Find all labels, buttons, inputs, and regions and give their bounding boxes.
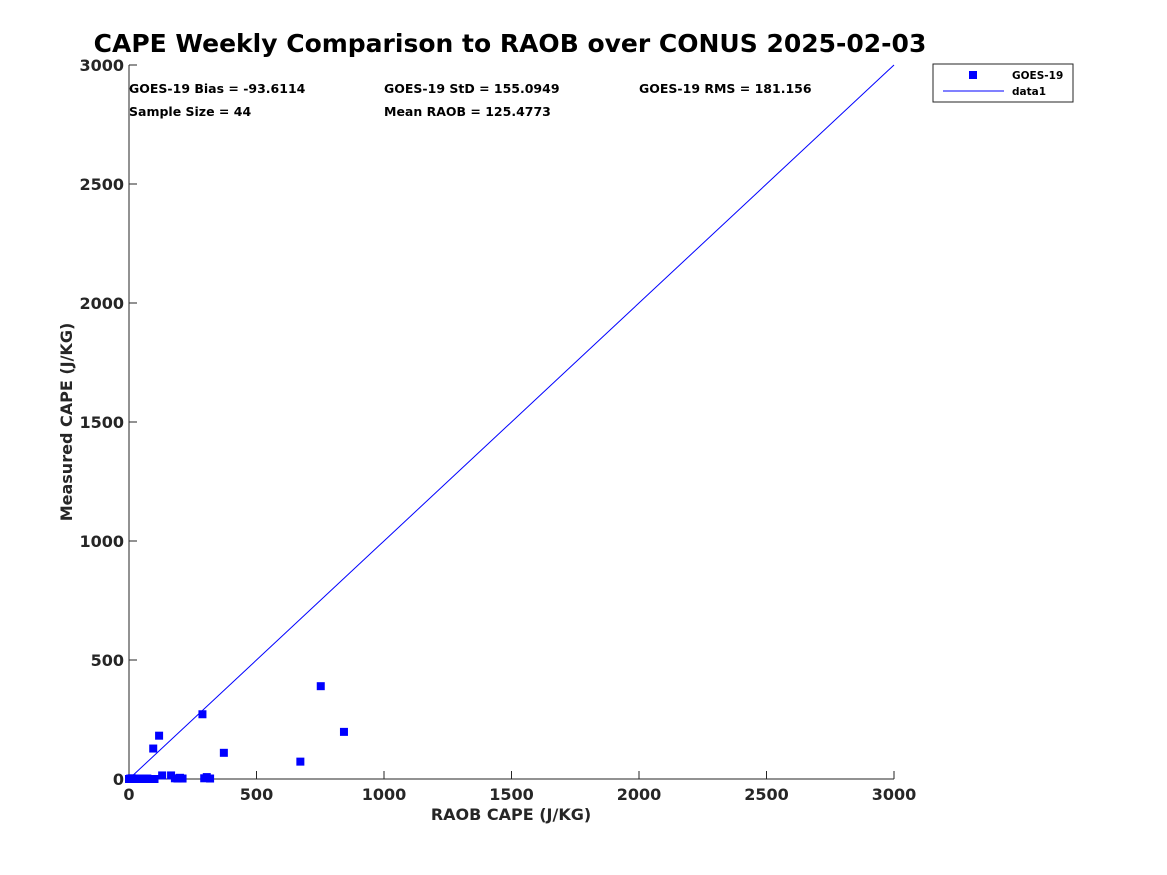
y-tick-label: 1000 bbox=[79, 532, 124, 551]
series-line-data1 bbox=[128, 64, 895, 780]
x-tick-label: 2000 bbox=[617, 785, 662, 804]
y-tick-label: 1500 bbox=[79, 413, 124, 432]
data-point-goes19 bbox=[206, 774, 215, 783]
data-point-goes19 bbox=[143, 774, 152, 783]
legend-label-goes19: GOES-19 bbox=[1012, 70, 1063, 82]
legend-marker-goes19 bbox=[969, 71, 977, 79]
data-point-goes19 bbox=[316, 682, 325, 691]
y-tick-label: 2500 bbox=[79, 175, 124, 194]
legend: GOES-19 data1 bbox=[932, 63, 1074, 103]
data-point-goes19 bbox=[176, 773, 184, 782]
data-point-goes19 bbox=[158, 771, 167, 780]
data-point-goes19 bbox=[198, 710, 207, 719]
y-tick-label: 500 bbox=[91, 651, 124, 670]
x-tick-label: 1000 bbox=[362, 785, 407, 804]
x-axis-label: RAOB CAPE (J/KG) bbox=[431, 805, 591, 824]
data-point-goes19 bbox=[219, 748, 228, 757]
data-point-goes19 bbox=[339, 727, 348, 736]
stat-sample-size: Sample Size = 44 bbox=[129, 104, 251, 119]
data-point-goes19 bbox=[135, 774, 144, 783]
legend-label-data1: data1 bbox=[1012, 86, 1046, 98]
x-tick-label: 2500 bbox=[744, 785, 789, 804]
stat-bias: GOES-19 Bias = -93.6114 bbox=[129, 81, 306, 96]
plot-area: 0 500 1000 1500 2000 2500 3000 0 500 1000 1500 2000… bbox=[79, 56, 916, 804]
data-point-goes19 bbox=[296, 757, 305, 766]
data-point-goes19 bbox=[155, 731, 164, 740]
data-point-goes19 bbox=[170, 774, 179, 783]
x-tick-label: 1500 bbox=[489, 785, 534, 804]
x-tick-label: 0 bbox=[123, 785, 134, 804]
y-axis-label: Measured CAPE (J/KG) bbox=[57, 323, 76, 522]
stat-std: GOES-19 StD = 155.0949 bbox=[384, 81, 560, 96]
stat-mean-raob: Mean RAOB = 125.4773 bbox=[384, 104, 551, 119]
data-point-goes19 bbox=[150, 775, 159, 783]
x-tick-label: 3000 bbox=[872, 785, 917, 804]
data-point-goes19 bbox=[128, 774, 137, 783]
y-tick-label: 3000 bbox=[79, 56, 124, 75]
y-tick-label: 2000 bbox=[79, 294, 124, 313]
legend-box bbox=[932, 63, 1074, 103]
stat-rms: GOES-19 RMS = 181.156 bbox=[639, 81, 812, 96]
chart-title: CAPE Weekly Comparison to RAOB over CONU… bbox=[94, 29, 927, 58]
y-tick-label: 0 bbox=[113, 770, 124, 789]
x-tick-label: 500 bbox=[240, 785, 273, 804]
data-point-goes19 bbox=[149, 744, 158, 753]
